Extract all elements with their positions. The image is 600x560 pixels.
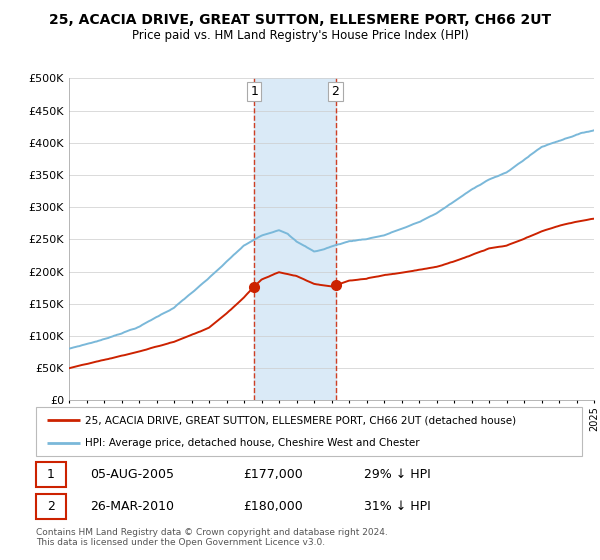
FancyBboxPatch shape [36, 407, 582, 456]
Text: 29% ↓ HPI: 29% ↓ HPI [364, 468, 430, 481]
Text: 1: 1 [47, 468, 55, 481]
Text: HPI: Average price, detached house, Cheshire West and Chester: HPI: Average price, detached house, Ches… [85, 438, 420, 448]
Text: 25, ACACIA DRIVE, GREAT SUTTON, ELLESMERE PORT, CH66 2UT: 25, ACACIA DRIVE, GREAT SUTTON, ELLESMER… [49, 13, 551, 27]
FancyBboxPatch shape [36, 462, 66, 487]
Text: 1: 1 [250, 85, 258, 98]
Text: Contains HM Land Registry data © Crown copyright and database right 2024.
This d: Contains HM Land Registry data © Crown c… [36, 528, 388, 547]
Text: 26-MAR-2010: 26-MAR-2010 [91, 500, 175, 514]
Text: 2: 2 [332, 85, 340, 98]
Text: 2: 2 [47, 500, 55, 514]
Text: £177,000: £177,000 [244, 468, 303, 481]
Text: 25, ACACIA DRIVE, GREAT SUTTON, ELLESMERE PORT, CH66 2UT (detached house): 25, ACACIA DRIVE, GREAT SUTTON, ELLESMER… [85, 416, 516, 426]
FancyBboxPatch shape [36, 494, 66, 519]
Text: Price paid vs. HM Land Registry's House Price Index (HPI): Price paid vs. HM Land Registry's House … [131, 29, 469, 42]
Bar [254, 78, 335, 400]
Text: £180,000: £180,000 [244, 500, 303, 514]
Text: 05-AUG-2005: 05-AUG-2005 [91, 468, 175, 481]
Text: 31% ↓ HPI: 31% ↓ HPI [364, 500, 430, 514]
